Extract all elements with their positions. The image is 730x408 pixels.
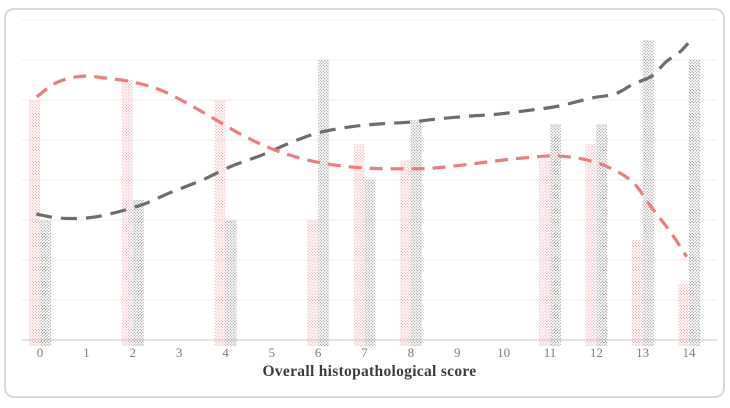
pink-bar-score-0 [29, 100, 40, 346]
gray-bar-score-8 [410, 120, 422, 346]
pink-dashed-trend [35, 74, 689, 258]
gray-bar-score-2 [132, 200, 144, 346]
gray-bar-score-13 [642, 40, 654, 346]
x-tick-label-1: 1 [83, 345, 90, 360]
x-tick-label-7: 7 [361, 345, 368, 360]
gray-bar-score-7 [364, 180, 376, 346]
pink-bar-score-14 [678, 284, 690, 346]
x-tick-label-10: 10 [497, 345, 510, 360]
x-tick-label-14: 14 [683, 345, 697, 360]
x-tick-label-9: 9 [454, 345, 461, 360]
pink-bar-score-7 [353, 144, 365, 346]
gray-bar-score-0 [40, 220, 51, 346]
gray-bar-score-12 [596, 124, 608, 346]
x-tick-label-2: 2 [129, 345, 136, 360]
x-tick-label-6: 6 [315, 345, 322, 360]
gray-dashed-trend [35, 42, 690, 221]
x-tick-label-5: 5 [269, 345, 276, 360]
x-tick-label-8: 8 [408, 345, 415, 360]
x-tick-label-13: 13 [636, 345, 649, 360]
pink-bar-score-2 [121, 80, 133, 346]
pink-bar-score-8 [399, 160, 411, 346]
pink-bar-score-13 [631, 240, 643, 346]
pink-bar-score-11 [538, 160, 550, 346]
x-tick-label-11: 11 [544, 345, 557, 360]
x-tick-label-3: 3 [176, 345, 183, 360]
gray-bar-score-6 [318, 60, 330, 346]
gray-bar-score-11 [549, 124, 561, 346]
x-axis-title: Overall histopathological score [262, 363, 477, 380]
pink-bar-score-6 [307, 220, 319, 346]
gray-bar-score-4 [225, 220, 237, 346]
x-tick-label-0: 0 [37, 345, 44, 360]
gray-bar-score-14 [689, 60, 701, 346]
pink-bar-score-4 [214, 100, 226, 346]
pink-bar-score-12 [585, 144, 597, 346]
x-tick-label-4: 4 [222, 345, 229, 360]
x-tick-label-12: 12 [590, 345, 603, 360]
